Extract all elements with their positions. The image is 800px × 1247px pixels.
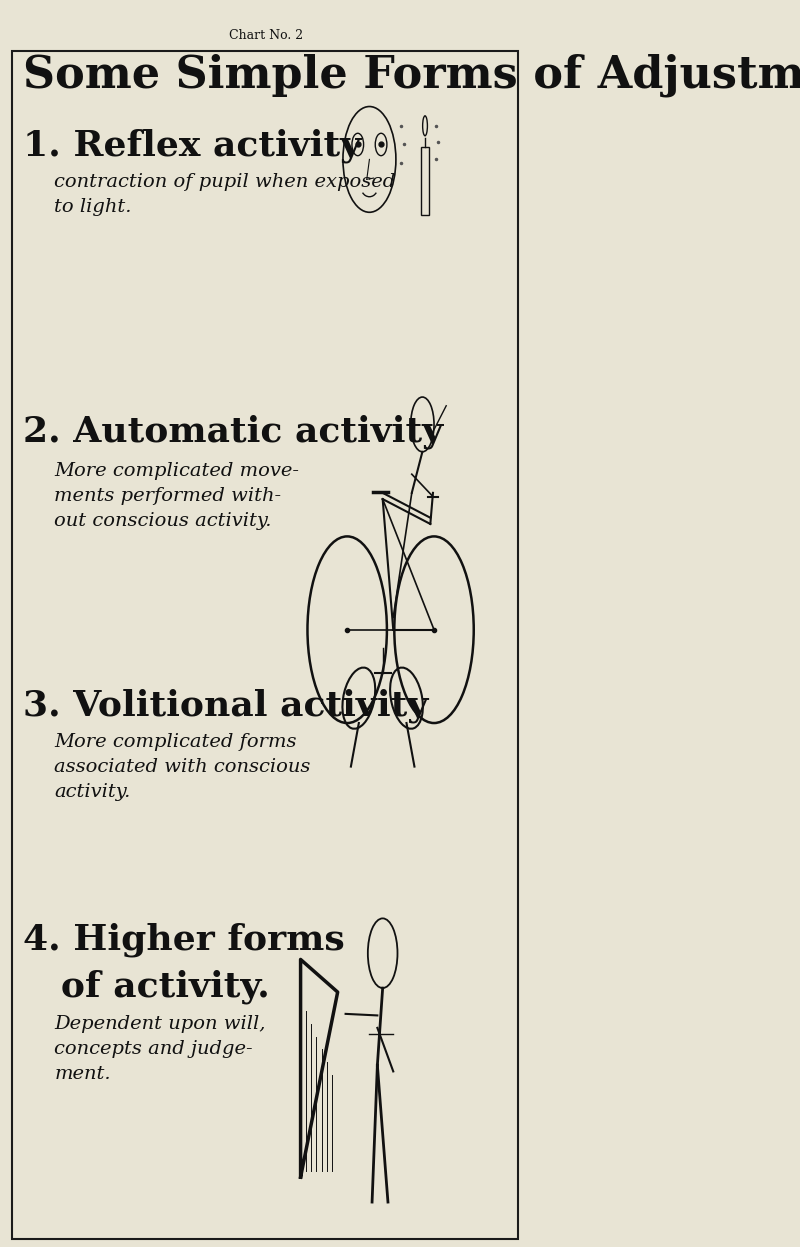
Ellipse shape (422, 116, 427, 136)
Bar (422, 147, 429, 216)
Text: 3. Volitional activity: 3. Volitional activity (22, 688, 428, 723)
Text: 4. Higher forms: 4. Higher forms (22, 922, 344, 956)
Text: More complicated forms
associated with conscious
activity.: More complicated forms associated with c… (54, 733, 310, 801)
Text: More complicated move-
ments performed with-
out conscious activity.: More complicated move- ments performed w… (54, 461, 299, 530)
Text: 1. Reflex activity: 1. Reflex activity (22, 128, 361, 163)
Text: Chart No. 2: Chart No. 2 (229, 29, 303, 41)
Text: 2. Automatic activity: 2. Automatic activity (22, 414, 442, 449)
Text: of activity.: of activity. (22, 969, 270, 1004)
FancyBboxPatch shape (12, 51, 518, 1240)
Text: Dependent upon will,
concepts and judge-
ment.: Dependent upon will, concepts and judge-… (54, 1015, 266, 1084)
Text: contraction of pupil when exposed
to light.: contraction of pupil when exposed to lig… (54, 173, 395, 216)
Text: Some Simple Forms of Adjustment: Some Simple Forms of Adjustment (22, 54, 800, 97)
